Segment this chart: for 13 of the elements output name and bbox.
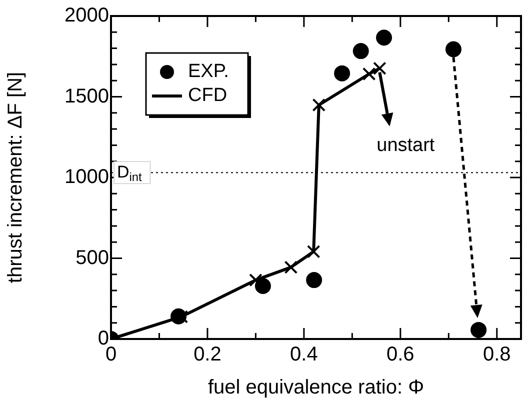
legend-label: CFD	[188, 85, 228, 106]
x-axis-title: fuel equivalence ratio: Φ	[208, 376, 424, 399]
x-tick-label: 0.6	[386, 344, 414, 366]
x-tick-label: 0.8	[482, 344, 511, 366]
annotation: unstart	[376, 135, 436, 156]
x-tick-label: 0.4	[290, 344, 318, 366]
x-tick-label: 0.2	[194, 344, 222, 366]
y-tick-label: 2000	[64, 4, 109, 27]
legend-label: EXP.	[188, 61, 229, 82]
y-tick-label: 500	[76, 246, 109, 269]
y-tick-label: 1000	[64, 166, 109, 188]
y-tick-label: 1500	[64, 85, 109, 108]
y-axis-title: thrust increment: ΔF [N]	[4, 72, 27, 284]
